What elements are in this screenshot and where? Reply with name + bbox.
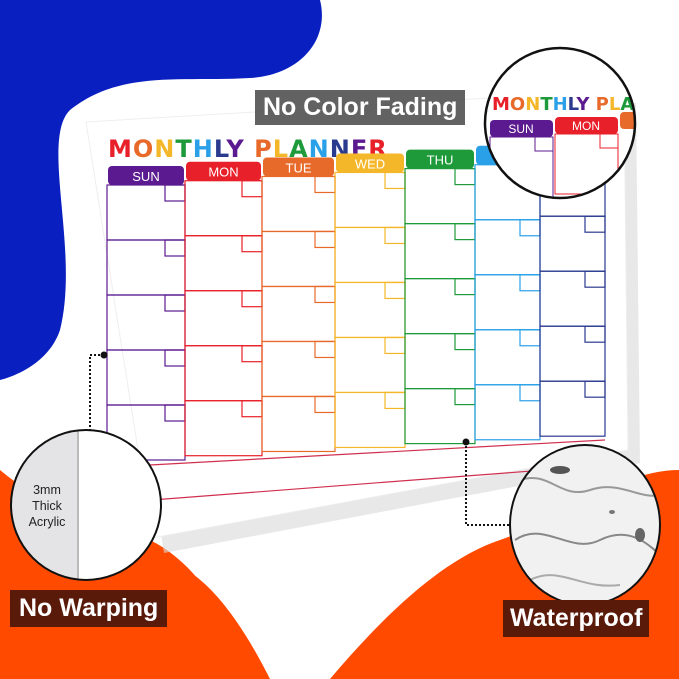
title-letter: T — [175, 135, 192, 163]
feature-label-waterproof: Waterproof — [503, 600, 650, 637]
title-letter: A — [289, 135, 309, 163]
zoom-day-label: MON — [572, 119, 600, 133]
date-box — [584, 380, 606, 398]
title-letter: Y — [575, 94, 590, 115]
day-cell — [539, 380, 606, 437]
title-letter: O — [133, 135, 154, 163]
title-letter: M — [108, 135, 133, 163]
day-label: WED — [355, 156, 385, 171]
feature-label-no-color-fading: No Color Fading — [255, 90, 466, 125]
zoom-day-header — [620, 112, 635, 129]
connector-acrylic — [89, 354, 104, 435]
connector-dot — [462, 438, 470, 446]
notes-line — [149, 439, 606, 466]
title-letter: L — [214, 135, 229, 163]
day-label: MON — [208, 165, 238, 180]
zoom-date-box — [534, 136, 554, 152]
zoom-day-label: SUN — [508, 122, 533, 136]
day-header-thu — [406, 149, 474, 169]
day-label: SUN — [132, 169, 159, 184]
zoom-day-header — [555, 117, 618, 134]
day-header-wed — [336, 153, 404, 173]
title-letter: H — [553, 94, 568, 115]
date-box — [584, 215, 606, 233]
feature-label-no-warping: No Warping — [10, 590, 168, 627]
title-letter: P — [254, 135, 273, 163]
title-letter: Y — [225, 135, 244, 163]
title-letter: N — [309, 135, 330, 163]
title-letter: H — [193, 135, 214, 163]
title-letter: N — [154, 135, 175, 163]
title-letter: N — [525, 94, 540, 115]
title-letter: M — [492, 94, 510, 115]
date-box — [584, 325, 606, 343]
title-letter: O — [510, 94, 525, 115]
planner-title: MONTHLY PLANNER — [108, 135, 388, 163]
water-drops-icon — [510, 445, 660, 605]
day-label: TUE — [286, 160, 312, 175]
day-header-sun — [108, 166, 184, 185]
feature-label-thickness: 3mm Thick Acrylic — [28, 483, 66, 529]
title-letter: L — [568, 94, 579, 115]
title-letter: L — [273, 135, 289, 163]
title-letter: P — [596, 94, 609, 115]
zoom-date-box — [599, 133, 619, 149]
day-label: THU — [427, 153, 454, 168]
date-box — [584, 270, 606, 288]
day-header-mon — [186, 161, 261, 181]
title-letter — [245, 135, 254, 163]
zoom-detail-circle: MONTHLY PLA SUN MON — [485, 48, 635, 198]
title-letter: L — [609, 94, 620, 115]
title-letter: T — [540, 94, 553, 115]
blue-blob — [0, 0, 322, 380]
day-header-tue — [263, 157, 334, 177]
connector-dot — [100, 351, 108, 359]
zoom-day-header — [490, 120, 553, 137]
zoom-title: MONTHLY PLA — [492, 94, 634, 115]
